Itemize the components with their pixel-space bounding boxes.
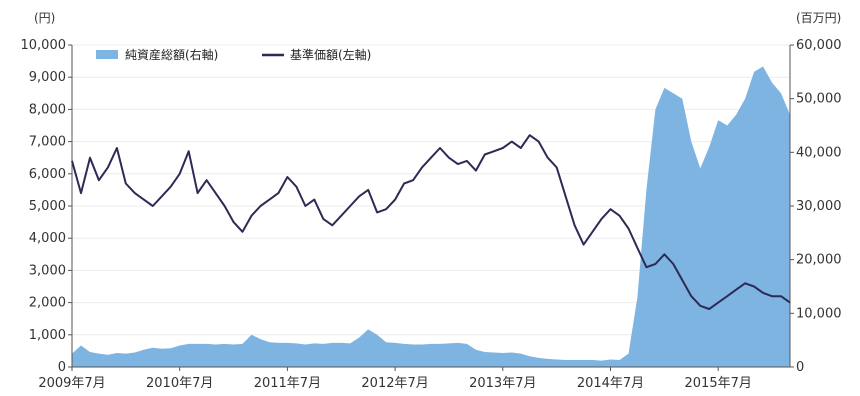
net-assets-series (72, 66, 790, 367)
y-right-tick-label: 20,000 (796, 253, 842, 268)
y-axis-right: 60,000 50,000 40,000 30,000 20,000 10,000 0 (790, 38, 842, 375)
y-left-tick-label: 1,000 (29, 328, 66, 343)
x-tick-label: 2009年7月 (38, 376, 105, 391)
x-tick-label: 2010年7月 (146, 376, 213, 391)
y-left-tick-label: 5,000 (29, 199, 66, 214)
y-axis-left-unit: (円) (34, 11, 55, 25)
y-axis-left: 10,000 9,000 8,000 7,000 6,000 5,000 4,000 3,00… (21, 38, 72, 375)
y-left-tick-label: 8,000 (29, 102, 66, 117)
y-axis-right-unit: (百万円) (796, 11, 841, 25)
y-left-tick-label: 9,000 (29, 70, 66, 85)
y-right-tick-label: 40,000 (796, 145, 842, 160)
x-tick-label: 2015年7月 (685, 376, 752, 391)
x-tick-label: 2014年7月 (577, 376, 644, 391)
y-left-tick-label: 6,000 (29, 167, 66, 182)
legend-label-net-assets: 純資産総額(右軸) (125, 47, 218, 62)
y-left-tick-label: 7,000 (29, 135, 66, 150)
x-axis: 2009年7月 2010年7月 2011年7月 2012年7月 2013年7月 2014年… (38, 367, 752, 391)
legend-marker-net-assets (96, 50, 118, 59)
y-left-tick-label: 10,000 (21, 38, 67, 53)
y-right-tick-label: 60,000 (796, 38, 842, 53)
y-right-tick-label: 0 (796, 360, 804, 375)
y-left-tick-label: 0 (58, 360, 66, 375)
y-left-tick-label: 2,000 (29, 296, 66, 311)
y-left-tick-label: 4,000 (29, 231, 66, 246)
net-assets-area (72, 66, 790, 367)
x-tick-label: 2011年7月 (254, 376, 321, 391)
y-right-tick-label: 10,000 (796, 306, 842, 321)
legend-label-nav: 基準価額(左軸) (290, 47, 371, 62)
nav-line (71, 134, 791, 310)
nav-series (71, 134, 791, 310)
legend: 純資産総額(右軸) 基準価額(左軸) (96, 47, 371, 62)
x-tick-label: 2012年7月 (361, 376, 428, 391)
y-right-tick-label: 50,000 (796, 92, 842, 107)
x-tick-label: 2013年7月 (469, 376, 536, 391)
y-right-tick-label: 30,000 (796, 199, 842, 214)
y-left-tick-label: 3,000 (29, 263, 66, 278)
